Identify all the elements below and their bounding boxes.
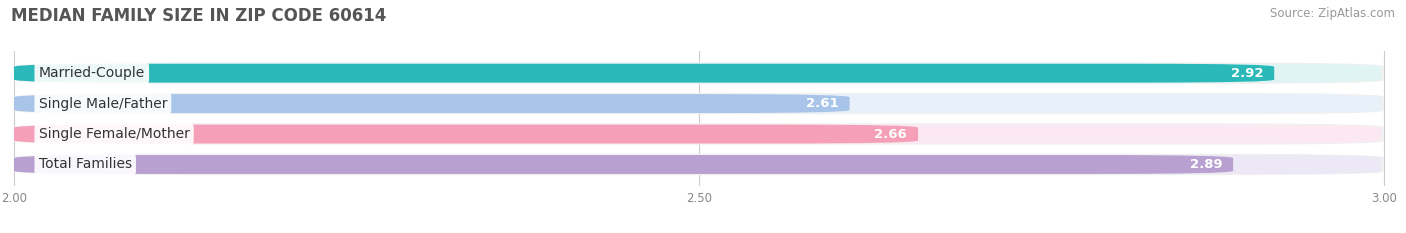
FancyBboxPatch shape [14, 125, 918, 144]
Text: 2.66: 2.66 [875, 127, 907, 140]
Text: Single Male/Father: Single Male/Father [38, 97, 167, 111]
FancyBboxPatch shape [17, 155, 1381, 174]
Text: 2.89: 2.89 [1189, 158, 1222, 171]
FancyBboxPatch shape [14, 93, 1384, 114]
FancyBboxPatch shape [17, 94, 1381, 113]
FancyBboxPatch shape [14, 123, 1384, 145]
Text: Single Female/Mother: Single Female/Mother [38, 127, 190, 141]
FancyBboxPatch shape [14, 154, 1384, 175]
Text: 2.92: 2.92 [1230, 67, 1263, 80]
FancyBboxPatch shape [17, 125, 1381, 144]
FancyBboxPatch shape [14, 94, 849, 113]
Text: 2.61: 2.61 [806, 97, 838, 110]
Text: Source: ZipAtlas.com: Source: ZipAtlas.com [1270, 7, 1395, 20]
FancyBboxPatch shape [14, 64, 1274, 83]
Text: Married-Couple: Married-Couple [38, 66, 145, 80]
FancyBboxPatch shape [14, 155, 1233, 174]
FancyBboxPatch shape [17, 64, 1381, 83]
Text: Total Families: Total Families [38, 158, 132, 171]
Text: MEDIAN FAMILY SIZE IN ZIP CODE 60614: MEDIAN FAMILY SIZE IN ZIP CODE 60614 [11, 7, 387, 25]
FancyBboxPatch shape [14, 62, 1384, 84]
